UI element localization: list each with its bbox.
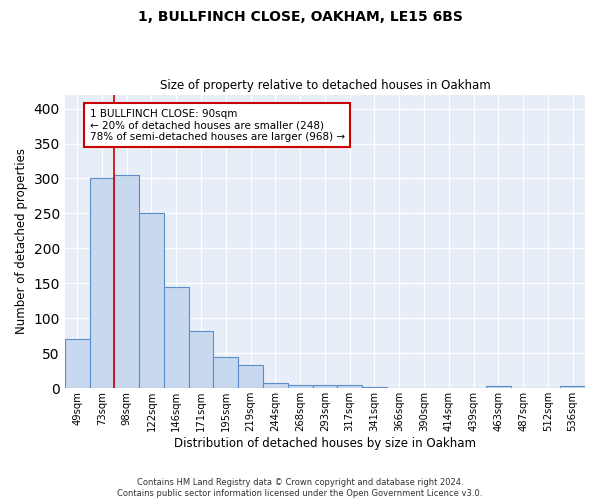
- Bar: [486, 386, 511, 388]
- Bar: [238, 365, 263, 388]
- Text: 1, BULLFINCH CLOSE, OAKHAM, LE15 6BS: 1, BULLFINCH CLOSE, OAKHAM, LE15 6BS: [137, 10, 463, 24]
- Bar: [263, 382, 288, 388]
- Text: 1 BULLFINCH CLOSE: 90sqm
← 20% of detached houses are smaller (248)
78% of semi-: 1 BULLFINCH CLOSE: 90sqm ← 20% of detach…: [89, 108, 344, 142]
- Bar: [89, 178, 115, 388]
- Bar: [214, 357, 238, 388]
- Bar: [313, 385, 337, 388]
- Title: Size of property relative to detached houses in Oakham: Size of property relative to detached ho…: [160, 79, 490, 92]
- Y-axis label: Number of detached properties: Number of detached properties: [15, 148, 28, 334]
- Bar: [362, 387, 387, 388]
- Bar: [337, 385, 362, 388]
- Bar: [560, 386, 585, 388]
- Bar: [115, 175, 139, 388]
- Bar: [164, 287, 188, 388]
- X-axis label: Distribution of detached houses by size in Oakham: Distribution of detached houses by size …: [174, 437, 476, 450]
- Text: Contains HM Land Registry data © Crown copyright and database right 2024.
Contai: Contains HM Land Registry data © Crown c…: [118, 478, 482, 498]
- Bar: [288, 385, 313, 388]
- Bar: [139, 214, 164, 388]
- Bar: [188, 331, 214, 388]
- Bar: [65, 340, 89, 388]
